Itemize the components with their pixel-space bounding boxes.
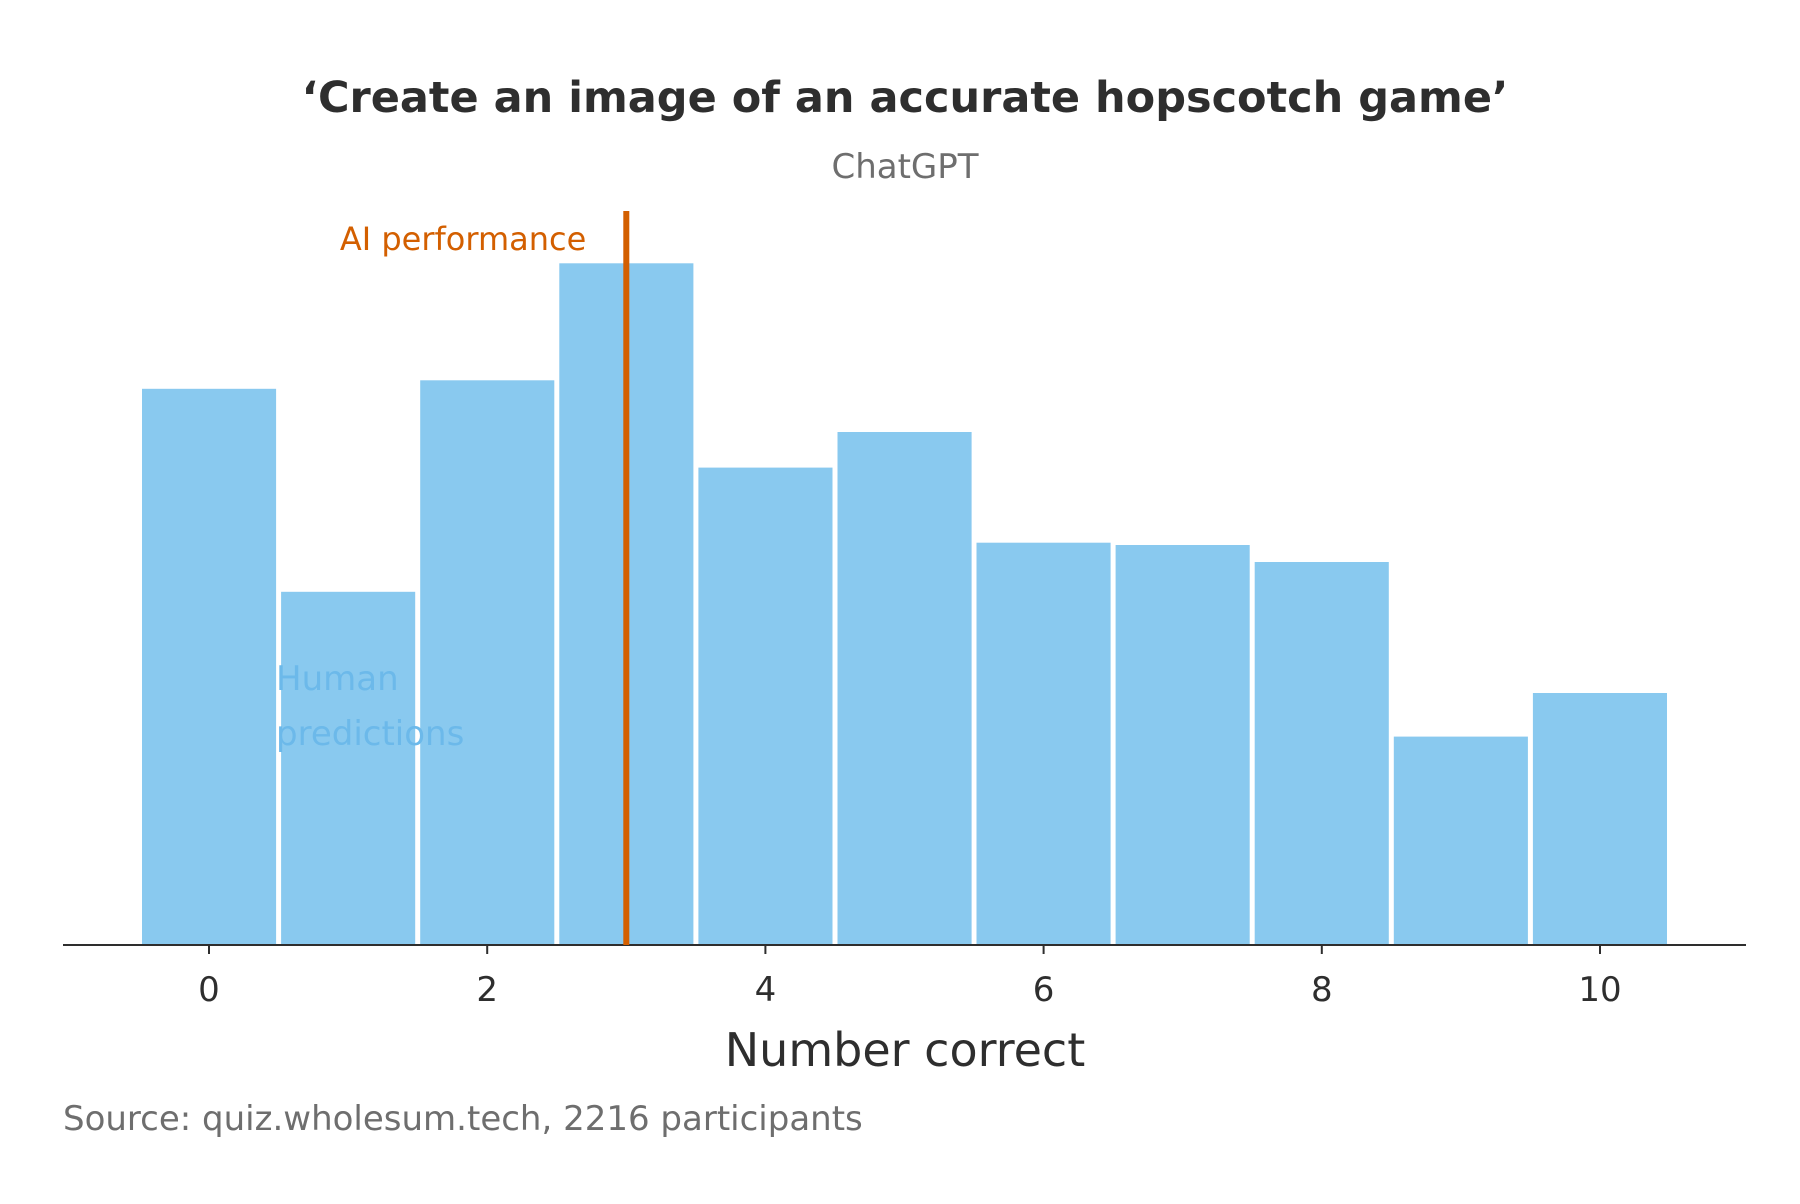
histogram-bar <box>1393 736 1528 945</box>
histogram-bar <box>1115 545 1250 945</box>
histogram-bar <box>698 467 833 945</box>
histogram-bar <box>142 388 277 945</box>
bars-group <box>142 263 1667 946</box>
histogram-bar <box>281 591 416 946</box>
histogram-bar <box>1532 693 1667 945</box>
histogram-bar <box>837 432 972 945</box>
x-tick-label: 0 <box>198 970 220 1010</box>
ai-performance-label: AI performance <box>340 220 586 258</box>
x-tick-label: 6 <box>1033 970 1055 1010</box>
human-predictions-label-line2: predictions <box>276 714 464 754</box>
source-note: Source: quiz.wholesum.tech, 2216 partici… <box>63 1099 863 1139</box>
histogram-bar <box>1254 562 1389 945</box>
chart-subtitle: ChatGPT <box>831 147 978 187</box>
x-tick-label: 8 <box>1311 970 1333 1010</box>
histogram-bar <box>976 542 1111 945</box>
histogram-bar <box>420 380 555 946</box>
x-tick-label: 4 <box>755 970 777 1010</box>
chart-title: ‘Create an image of an accurate hopscotc… <box>302 73 1509 123</box>
x-tick-label: 10 <box>1578 970 1621 1010</box>
x-ticks-group: 0 2 4 6 8 10 <box>198 945 1622 1010</box>
x-axis-label: Number correct <box>725 1023 1085 1077</box>
x-tick-label: 2 <box>476 970 498 1010</box>
human-predictions-label-line1: Human <box>276 659 399 699</box>
